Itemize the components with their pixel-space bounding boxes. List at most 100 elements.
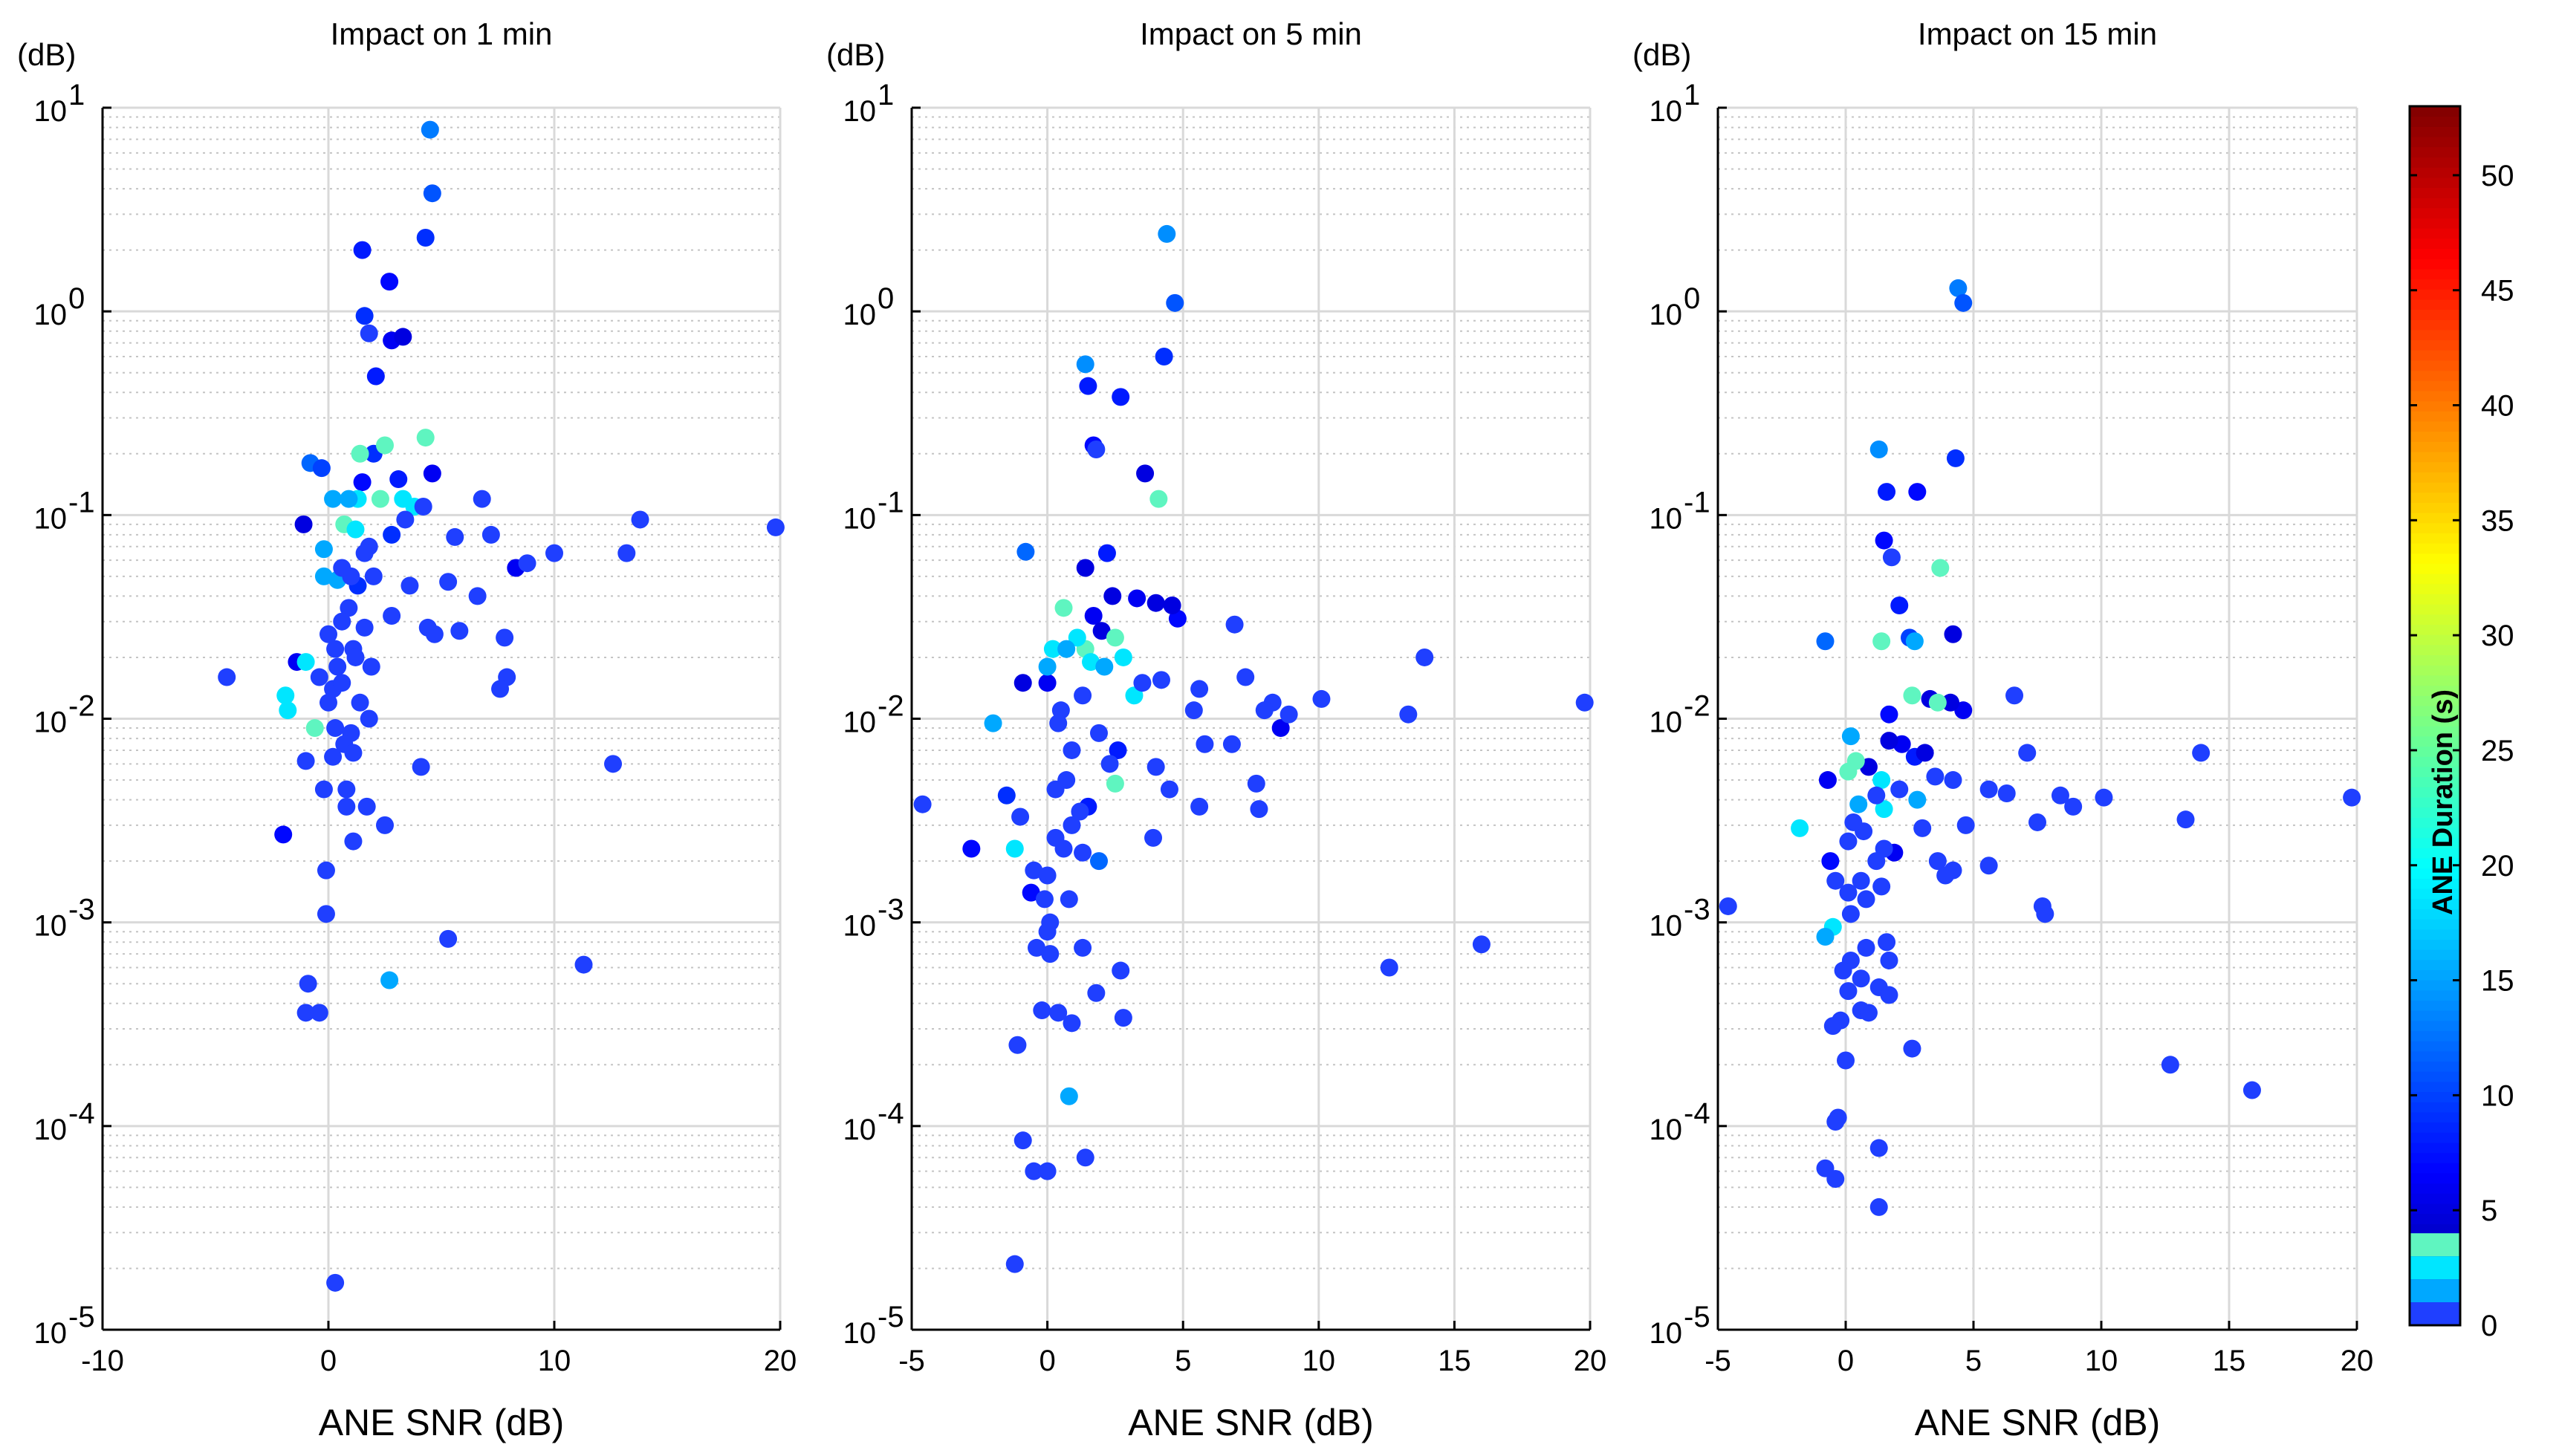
data-point [337,780,356,799]
colorbar-segment [2410,1061,2460,1072]
data-point [1041,945,1060,963]
colorbar-segment [2410,1071,2460,1082]
data-points [913,224,1594,1273]
data-point [1908,790,1927,809]
data-point [2095,788,2113,807]
colorbar-segment [2410,350,2460,361]
x-tick-label: -5 [1705,1345,1731,1377]
data-point [1054,599,1073,617]
colorbar-segment [2410,543,2460,554]
data-point [1946,449,1965,467]
data-point [1816,632,1835,651]
x-axis-label: ANE SNR (dB) [1915,1402,2161,1443]
data-point [1839,832,1858,851]
data-point [1247,774,1265,793]
data-point [481,525,500,544]
data-point [1106,628,1124,647]
data-point [1112,961,1130,980]
colorbar-segment [2410,594,2460,605]
y-tick-exponent: -4 [878,1097,904,1130]
colorbar-segment [2410,1142,2460,1154]
colorbar-tick-label: 30 [2481,620,2514,652]
y-tick-base: 10 [34,706,68,739]
data-point [1869,440,1888,458]
colorbar-segment [2410,198,2460,209]
data-point [1979,780,1998,799]
data-point [1250,800,1268,819]
x-tick-label: 10 [2085,1345,2118,1377]
data-point [962,839,981,858]
y-tick-label: 10 [1650,299,1683,331]
data-point [423,464,441,483]
colorbar-segment [2410,939,2460,950]
data-point [1146,758,1165,776]
data-point [421,120,439,139]
colorbar-segment [2410,1010,2460,1021]
colorbar-segment [2410,848,2460,859]
data-point [276,686,295,705]
x-axis-label: ANE SNR (dB) [319,1402,565,1443]
data-point [1016,542,1035,561]
x-axis-label: ANE SNR (dB) [1128,1402,1374,1443]
y-tick-base: 10 [34,1114,68,1146]
data-point [1112,388,1130,406]
data-point [1038,657,1057,676]
y-tick-exponent: 1 [878,79,894,111]
data-point [1954,701,1973,720]
data-point [1857,890,1875,909]
data-point [473,490,491,508]
data-point [383,525,401,544]
data-point [1184,701,1203,720]
y-tick-label: 10 [34,1114,68,1146]
colorbar-segment [2410,481,2460,493]
colorbar-segment [2410,400,2460,412]
y-axis-unit-label: (dB) [826,37,885,72]
colorbar-segment [2410,949,2460,961]
y-tick-exponent: -2 [1684,690,1710,723]
y-tick-label: 10 [843,1114,877,1146]
data-point [326,1273,345,1292]
data-point [1880,732,1898,750]
y-tick-base: 10 [34,502,68,535]
x-tick-label: 5 [1175,1345,1191,1377]
colorbar-segment [2410,522,2460,533]
data-point [1869,1197,1888,1216]
data-point [1997,784,2016,802]
colorbar-segment [2410,268,2460,280]
data-point [337,797,356,816]
colorbar-segment [2410,1163,2460,1174]
y-tick-exponent: -2 [68,690,95,723]
colorbar-segment [2410,1111,2460,1123]
data-point [344,744,363,762]
colorbar-tick-label: 45 [2481,275,2514,308]
data-point [416,429,435,447]
data-points [1719,279,2361,1216]
y-tick-label: 10 [1650,95,1683,128]
colorbar-segment [2410,289,2460,300]
data-point [1903,686,1921,705]
y-tick-label: 10 [843,95,877,128]
data-point [346,520,365,539]
data-point [1027,938,1045,957]
data-point [1136,464,1155,483]
colorbar-segment [2410,218,2460,229]
data-point [1908,483,1927,501]
colorbar-segment [2410,329,2460,341]
data-point [1160,780,1178,799]
colorbar-segment [2410,654,2460,666]
colorbar-segment [2410,837,2460,848]
colorbar-segment [2410,969,2460,981]
data-point [360,324,378,342]
data-point [1060,1087,1078,1105]
y-tick-exponent: -1 [1684,486,1710,519]
x-tick-label: 10 [1303,1345,1336,1377]
colorbar-segment [2410,492,2460,503]
y-tick-base: 10 [34,910,68,943]
data-point [450,622,469,640]
colorbar-tick-label: 25 [2481,735,2514,767]
data-point [2176,810,2195,829]
data-point [1152,671,1170,689]
data-point [446,527,464,546]
data-point [1076,1148,1094,1167]
data-point [333,612,351,631]
